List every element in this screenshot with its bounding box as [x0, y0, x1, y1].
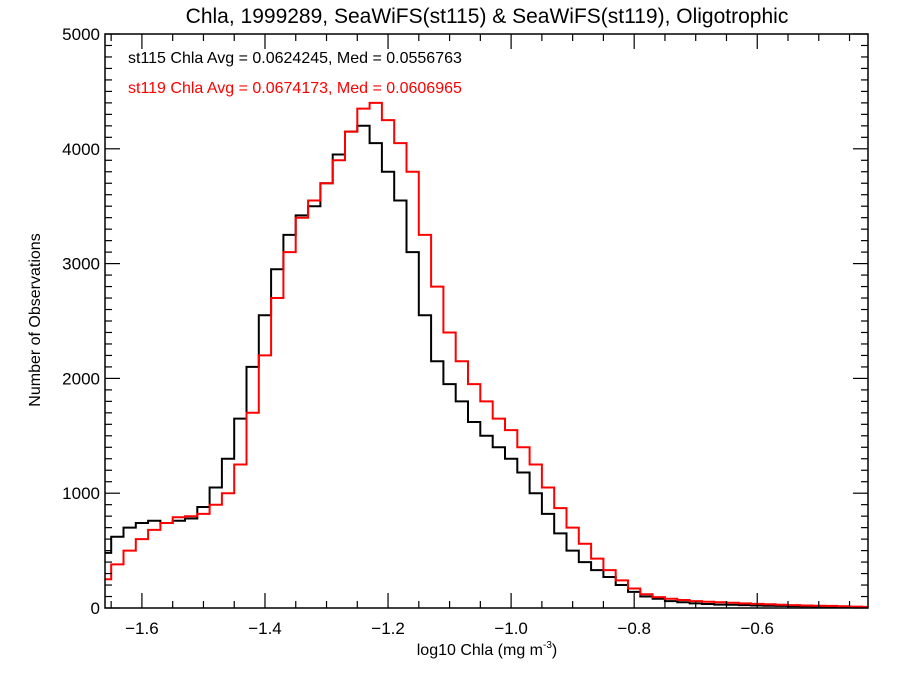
x-tick-label: −1.0 — [494, 619, 528, 638]
chart-title: Chla, 1999289, SeaWiFS(st115) & SeaWiFS(… — [186, 5, 789, 28]
y-tick-label: 2000 — [62, 369, 100, 388]
series-line-st119 — [105, 101, 868, 608]
y-tick-label: 3000 — [62, 255, 100, 274]
x-tick-label: −1.4 — [248, 619, 282, 638]
x-axis-label-sup: -3 — [543, 640, 552, 651]
legend-st119-stats: st119 Chla Avg = 0.0674173, Med = 0.0606… — [128, 80, 462, 97]
x-axis-label-end: ) — [552, 642, 557, 659]
x-axis-label: log10 Chla (mg m-3) — [417, 640, 558, 659]
legend-st115-stats: st115 Chla Avg = 0.0624245, Med = 0.0556… — [128, 50, 462, 67]
x-tick-label: −1.6 — [125, 619, 159, 638]
series-layer — [105, 101, 868, 609]
y-tick-label: 0 — [91, 599, 100, 618]
y-axis-label: Number of Observations — [27, 233, 44, 406]
x-tick-label: −0.6 — [740, 619, 774, 638]
y-tick-label: 1000 — [62, 484, 100, 503]
x-tick-label: −0.8 — [617, 619, 651, 638]
y-tick-label: 5000 — [62, 25, 100, 44]
x-tick-label: −1.2 — [371, 619, 405, 638]
axes-layer: 0 1000 2000 3000 4000 5000 −1.6 −1.4 −1.2 −1.0 −0.… — [62, 25, 869, 638]
x-axis-label-main: log10 Chla (mg m — [417, 642, 543, 659]
y-tick-label: 4000 — [62, 140, 100, 159]
series-line-st115 — [105, 124, 868, 609]
plot-frame — [104, 33, 869, 609]
